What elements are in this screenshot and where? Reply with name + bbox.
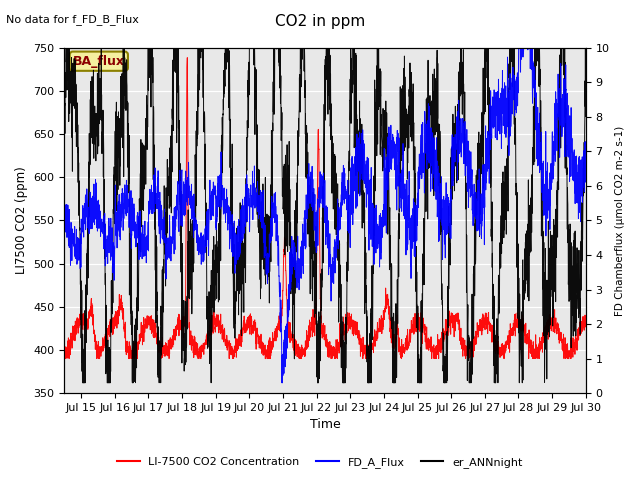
X-axis label: Time: Time	[310, 419, 340, 432]
Legend: LI-7500 CO2 Concentration, FD_A_Flux, er_ANNnight: LI-7500 CO2 Concentration, FD_A_Flux, er…	[113, 452, 527, 472]
Y-axis label: FD Chamberflux (μmol CO2 m-2 s-1): FD Chamberflux (μmol CO2 m-2 s-1)	[615, 125, 625, 315]
Text: BA_flux: BA_flux	[73, 55, 125, 68]
Y-axis label: LI7500 CO2 (ppm): LI7500 CO2 (ppm)	[15, 167, 28, 275]
Text: CO2 in ppm: CO2 in ppm	[275, 14, 365, 29]
Text: No data for f_FD_B_Flux: No data for f_FD_B_Flux	[6, 14, 140, 25]
